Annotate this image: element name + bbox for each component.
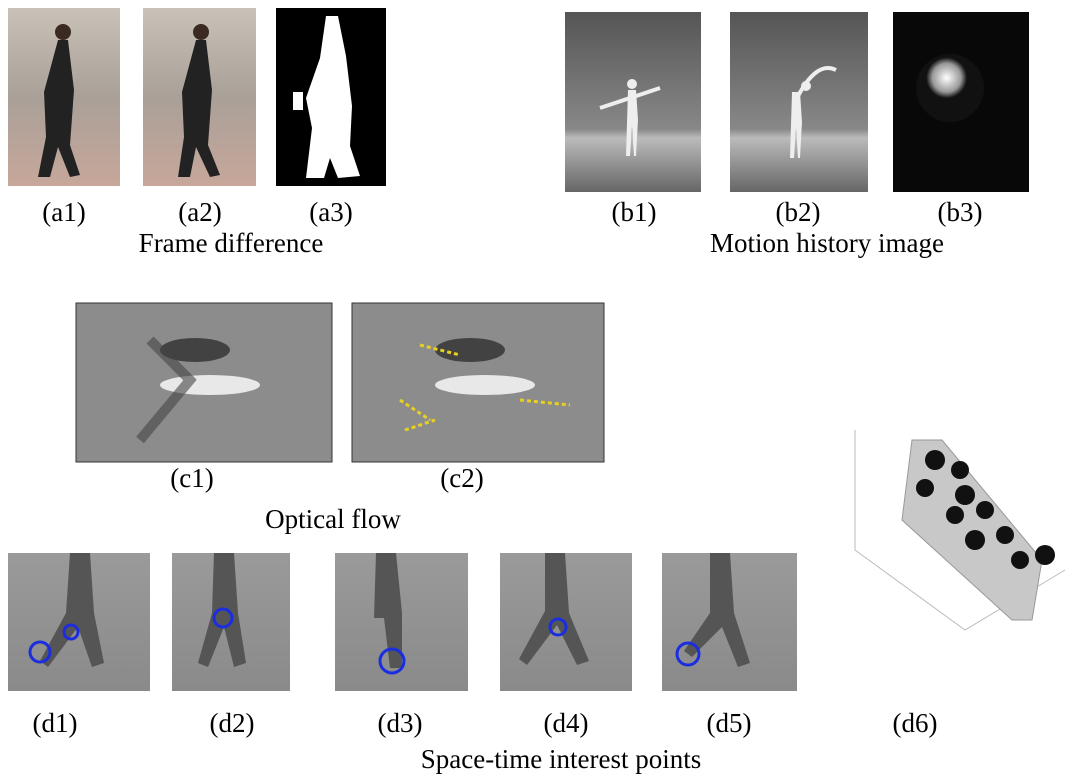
- panel-label: (d2): [210, 708, 255, 738]
- panel-d1: [8, 553, 150, 691]
- panel-c2: [352, 303, 604, 462]
- panel-d5: [662, 553, 797, 691]
- panel-label: (a1): [42, 197, 85, 227]
- panel-label: (d5): [707, 708, 752, 738]
- panel-label: (c1): [170, 463, 213, 493]
- panel-d3: [335, 553, 468, 691]
- panel-c1: [76, 303, 332, 462]
- panel-label: (b1): [612, 197, 657, 227]
- panel-a3: [276, 8, 386, 186]
- caption: Motion history image: [710, 228, 944, 258]
- panel-label: (c2): [440, 463, 483, 493]
- panel-label: (d6): [893, 708, 938, 738]
- panel-label: (b3): [938, 197, 983, 227]
- panel-label: (a2): [178, 197, 221, 227]
- panel-a2: [143, 8, 256, 186]
- panel-d2: [172, 553, 290, 691]
- caption: Space-time interest points: [421, 744, 701, 774]
- panel-a1: [8, 8, 120, 186]
- figure: (a1) (a2) (a3) Frame difference (b1) (b2…: [0, 0, 1071, 776]
- panel-label: (d3): [378, 708, 423, 738]
- panel-label: (d4): [544, 708, 589, 738]
- panel-b2: [730, 12, 868, 192]
- panel-b1: [565, 12, 701, 192]
- panel-d4: [500, 553, 632, 691]
- panel-label: (d1): [33, 708, 78, 738]
- panel-label: (a3): [309, 197, 352, 227]
- caption: Frame difference: [139, 228, 324, 258]
- caption: Optical flow: [265, 504, 401, 534]
- panel-d6: [828, 420, 1066, 700]
- panel-label: (b2): [776, 197, 821, 227]
- panel-b3: [893, 12, 1029, 192]
